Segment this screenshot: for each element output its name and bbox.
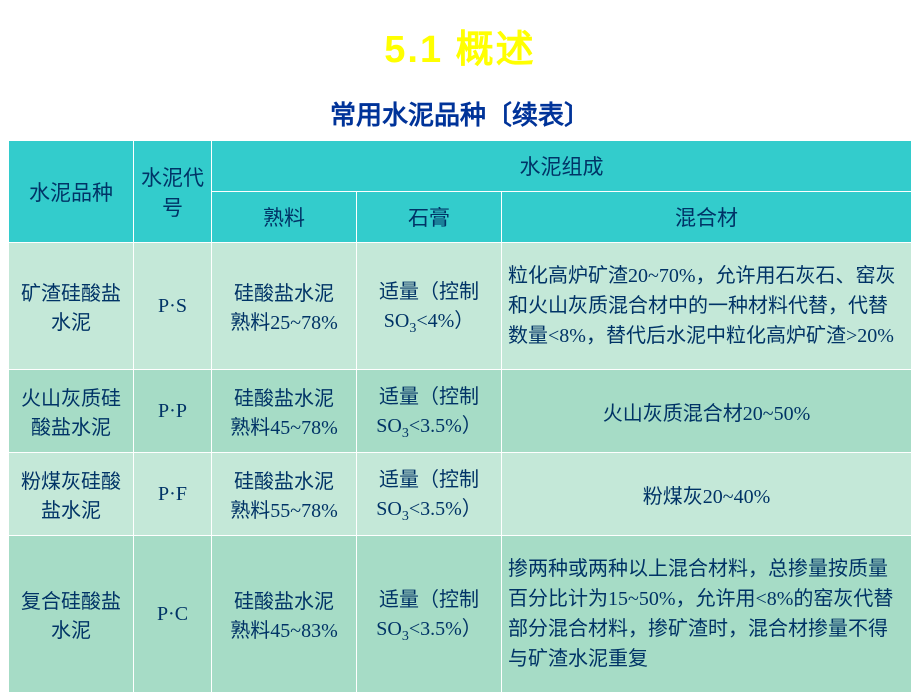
cement-table-container: 水泥品种 水泥代号 水泥组成 熟料 石膏 混合材 矿渣硅酸盐水泥 P·S 硅酸盐… [8, 140, 912, 693]
cell-mix: 粉煤灰20~40% [502, 453, 912, 536]
cell-type: 复合硅酸盐水泥 [9, 536, 134, 693]
table-row: 矿渣硅酸盐水泥 P·S 硅酸盐水泥熟料25~78% 适量（控制SO3<4%） 粒… [9, 243, 912, 370]
table-row: 火山灰质硅酸盐水泥 P·P 硅酸盐水泥熟料45~78% 适量（控制SO3<3.5… [9, 370, 912, 453]
cell-type: 火山灰质硅酸盐水泥 [9, 370, 134, 453]
cell-gypsum: 适量（控制SO3<4%） [357, 243, 502, 370]
cell-mix: 火山灰质混合材20~50% [502, 370, 912, 453]
header-row-1: 水泥品种 水泥代号 水泥组成 [9, 141, 912, 192]
subtitle: 常用水泥品种〔续表〕 [0, 95, 920, 140]
table-body: 矿渣硅酸盐水泥 P·S 硅酸盐水泥熟料25~78% 适量（控制SO3<4%） 粒… [9, 243, 912, 693]
table-row: 粉煤灰硅酸盐水泥 P·F 硅酸盐水泥熟料55~78% 适量（控制SO3<3.5%… [9, 453, 912, 536]
cell-gypsum: 适量（控制SO3<3.5%） [357, 536, 502, 693]
header-clinker: 熟料 [212, 192, 357, 243]
header-composition: 水泥组成 [212, 141, 912, 192]
page-title: 5.1 概述 [0, 0, 920, 95]
cement-table: 水泥品种 水泥代号 水泥组成 熟料 石膏 混合材 矿渣硅酸盐水泥 P·S 硅酸盐… [8, 140, 912, 693]
header-code: 水泥代号 [134, 141, 212, 243]
cell-clinker: 硅酸盐水泥熟料45~78% [212, 370, 357, 453]
header-type: 水泥品种 [9, 141, 134, 243]
cell-gypsum: 适量（控制SO3<3.5%） [357, 453, 502, 536]
cell-gypsum: 适量（控制SO3<3.5%） [357, 370, 502, 453]
header-mix: 混合材 [502, 192, 912, 243]
cell-mix: 粒化高炉矿渣20~70%，允许用石灰石、窑灰和火山灰质混合材中的一种材料代替，代… [502, 243, 912, 370]
cell-code: P·S [134, 243, 212, 370]
cell-clinker: 硅酸盐水泥熟料55~78% [212, 453, 357, 536]
table-row: 复合硅酸盐水泥 P·C 硅酸盐水泥熟料45~83% 适量（控制SO3<3.5%）… [9, 536, 912, 693]
header-gypsum: 石膏 [357, 192, 502, 243]
cell-type: 矿渣硅酸盐水泥 [9, 243, 134, 370]
cell-type: 粉煤灰硅酸盐水泥 [9, 453, 134, 536]
cell-code: P·P [134, 370, 212, 453]
cell-code: P·F [134, 453, 212, 536]
cell-mix: 掺两种或两种以上混合材料，总掺量按质量百分比计为15~50%，允许用<8%的窑灰… [502, 536, 912, 693]
cell-clinker: 硅酸盐水泥熟料45~83% [212, 536, 357, 693]
cell-clinker: 硅酸盐水泥熟料25~78% [212, 243, 357, 370]
cell-code: P·C [134, 536, 212, 693]
